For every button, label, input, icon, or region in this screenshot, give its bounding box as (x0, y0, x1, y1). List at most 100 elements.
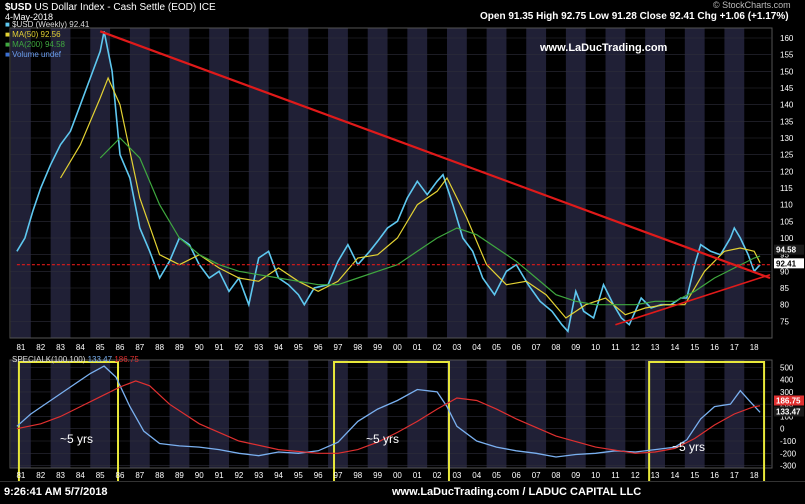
x-tick-label: 86 (116, 343, 125, 352)
exchange: ICE (198, 2, 216, 13)
price-tag-label: 92.41 (776, 259, 797, 268)
highlight-box (648, 361, 766, 483)
legend-price-label: $USD (Weekly) 92.41 (12, 20, 90, 29)
stockcharts-brand: © StockCharts.com (713, 0, 791, 10)
x-tick-label: 93 (254, 343, 263, 352)
year-band (724, 28, 745, 338)
year-band (407, 28, 428, 338)
x-tick-label: 95 (294, 343, 303, 352)
y-tick-label: 110 (780, 201, 793, 210)
year-band (50, 28, 71, 338)
annotation-5yrs-3: ~5 yrs (672, 440, 706, 454)
x-tick-label: 94 (274, 471, 283, 480)
x-tick-label: 14 (670, 471, 679, 480)
x-tick-label: 09 (571, 471, 580, 480)
year-band (129, 28, 150, 338)
y-tick-label: 95 (780, 251, 789, 260)
low-value: 91.28 (611, 11, 637, 22)
year-band (169, 360, 190, 468)
x-tick-label: 98 (353, 471, 362, 480)
x-tick-label: 06 (512, 471, 521, 480)
x-tick-label: 17 (730, 343, 739, 352)
x-tick-label: 98 (353, 343, 362, 352)
x-tick-label: 04 (472, 343, 481, 352)
year-band (288, 28, 309, 338)
y-tick-label: 150 (780, 67, 794, 76)
x-tick-label: 05 (492, 343, 501, 352)
x-tick-label: 97 (334, 471, 343, 480)
x-tick-label: 88 (155, 471, 164, 480)
x-tick-label: 96 (314, 471, 323, 480)
x-tick-label: 08 (552, 471, 561, 480)
y-tick-label: 120 (780, 167, 794, 176)
y-tick-label: 90 (780, 267, 789, 276)
ma200-tag (774, 244, 804, 255)
x-tick-label: 90 (195, 471, 204, 480)
series-specialk (16, 365, 761, 458)
axis-labels: 7580859095100105110115120125130135140145… (16, 34, 804, 480)
x-tick-label: 84 (76, 471, 85, 480)
year-band (248, 28, 269, 338)
x-tick-label: 08 (552, 343, 561, 352)
year-band (90, 360, 111, 468)
x-tick-label: 93 (254, 471, 263, 480)
x-tick-label: 10 (591, 471, 600, 480)
x-tick-label: 88 (155, 343, 164, 352)
legend-ma200-label: MA(200) 94.58 (12, 40, 65, 49)
x-tick-label: 15 (690, 343, 699, 352)
series-trend-line-down- (99, 30, 771, 280)
x-tick-label: 01 (413, 471, 422, 480)
y-tick-label: 115 (780, 184, 793, 193)
series-signal (16, 380, 761, 454)
year-band (486, 360, 507, 468)
close-label: Close (639, 11, 667, 22)
year-band (565, 28, 586, 338)
y-tick-label: 125 (780, 151, 794, 160)
x-tick-label: 12 (631, 471, 640, 480)
x-tick-label: 04 (472, 471, 481, 480)
series-lines (16, 30, 771, 458)
y-tick-label: 135 (780, 117, 794, 126)
x-tick-label: 81 (16, 471, 25, 480)
x-tick-label: 17 (730, 471, 739, 480)
high-value: 92.75 (561, 11, 587, 22)
year-band (50, 360, 71, 468)
x-tick-label: 12 (631, 343, 640, 352)
y-tick-label: 400 (780, 376, 794, 385)
x-tick-label: 10 (591, 343, 600, 352)
annotation-5yrs-1: ~5 yrs (60, 432, 94, 446)
chg-label: Chg (697, 11, 717, 22)
signal-value: 186.75 (114, 355, 139, 364)
x-tick-label: 89 (175, 343, 184, 352)
chart-title: $USD US Dollar Index - Cash Settle (EOD)… (5, 2, 216, 13)
y-tick-label: 0 (780, 425, 785, 434)
x-tick-label: 00 (393, 471, 402, 480)
x-tick-label: 05 (492, 471, 501, 480)
signal-tag (774, 395, 804, 406)
lower-legend: SPECIALK(100,100) 133.47 186.75 (12, 355, 139, 364)
year-band (209, 360, 229, 468)
x-tick-label: 84 (76, 343, 85, 352)
x-tick-label: 91 (215, 343, 224, 352)
y-tick-label: 100 (780, 412, 794, 421)
x-tick-label: 94 (274, 343, 283, 352)
close-value: 92.41 (669, 11, 695, 22)
legend-item-price: ■ $USD (Weekly) 92.41 (5, 20, 90, 29)
y-tick-label: 130 (780, 134, 794, 143)
open-label: Open (480, 11, 506, 22)
year-band (446, 28, 467, 338)
ohlc-readout: Open 91.35 High 92.75 Low 91.28 Close 92… (480, 11, 789, 22)
x-tick-label: 02 (433, 471, 442, 480)
year-band (10, 360, 31, 468)
x-tick-label: 92 (234, 343, 243, 352)
oscillator-panel-frame (9, 359, 773, 469)
x-tick-label: 90 (195, 343, 204, 352)
price-panel-frame (9, 27, 773, 339)
high-label: High (536, 11, 559, 22)
y-tick-label: 140 (780, 101, 794, 110)
x-tick-label: 85 (96, 343, 105, 352)
legend-item-ma50: ■ MA(50) 92.56 (5, 30, 61, 39)
x-tick-label: 99 (373, 471, 382, 480)
x-tick-label: 01 (413, 343, 422, 352)
x-tick-label: 83 (56, 471, 65, 480)
